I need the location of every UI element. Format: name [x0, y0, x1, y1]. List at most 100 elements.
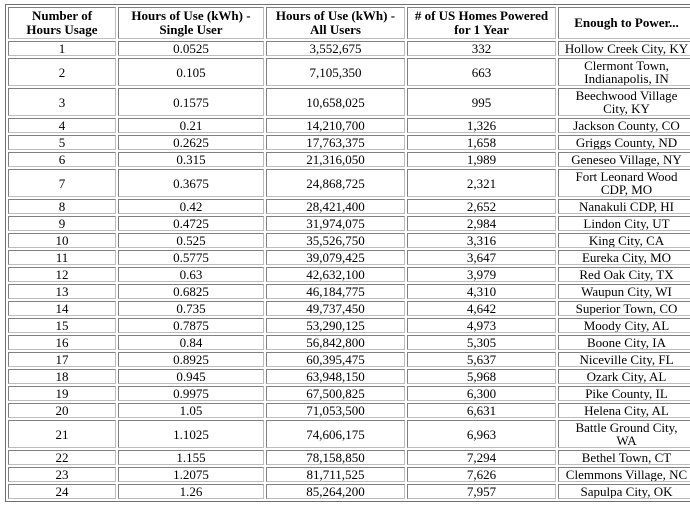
cell-all-users-kwh: 49,737,450: [266, 301, 405, 316]
cell-single-user-kwh: 0.8925: [118, 352, 264, 367]
cell-homes-powered: 2,321: [407, 169, 556, 197]
cell-enough-to-power: Helena City, AL: [558, 403, 690, 418]
cell-enough-to-power: Clemmons Village, NC: [558, 467, 690, 482]
cell-hours-usage: 6: [8, 152, 116, 167]
cell-enough-to-power: Fort Leonard Wood CDP, MO: [558, 169, 690, 197]
cell-single-user-kwh: 0.735: [118, 301, 264, 316]
cell-single-user-kwh: 0.5775: [118, 250, 264, 265]
cell-homes-powered: 1,989: [407, 152, 556, 167]
cell-single-user-kwh: 0.315: [118, 152, 264, 167]
cell-hours-usage: 24: [8, 484, 116, 499]
table-row: 13 0.6825 46,184,775 4,310 Waupun City, WI: [8, 284, 690, 299]
cell-enough-to-power: Niceville City, FL: [558, 352, 690, 367]
cell-homes-powered: 6,963: [407, 420, 556, 448]
cell-enough-to-power: Griggs County, ND: [558, 135, 690, 150]
cell-all-users-kwh: 74,606,175: [266, 420, 405, 448]
cell-enough-to-power: Hollow Creek City, KY: [558, 41, 690, 56]
cell-enough-to-power: Red Oak City, TX: [558, 267, 690, 282]
cell-all-users-kwh: 46,184,775: [266, 284, 405, 299]
cell-all-users-kwh: 17,763,375: [266, 135, 405, 150]
cell-hours-usage: 23: [8, 467, 116, 482]
cell-all-users-kwh: 42,632,100: [266, 267, 405, 282]
cell-hours-usage: 12: [8, 267, 116, 282]
cell-homes-powered: 7,957: [407, 484, 556, 499]
cell-all-users-kwh: 63,948,150: [266, 369, 405, 384]
column-header-homes-powered: # of US Homes Powered for 1 Year: [407, 7, 556, 39]
column-header-all-users-kwh: Hours of Use (kWh) - All Users: [266, 7, 405, 39]
cell-all-users-kwh: 14,210,700: [266, 118, 405, 133]
table-row: 20 1.05 71,053,500 6,631 Helena City, AL: [8, 403, 690, 418]
cell-homes-powered: 2,652: [407, 199, 556, 214]
cell-hours-usage: 21: [8, 420, 116, 448]
cell-single-user-kwh: 0.7875: [118, 318, 264, 333]
cell-single-user-kwh: 0.63: [118, 267, 264, 282]
cell-homes-powered: 3,316: [407, 233, 556, 248]
cell-hours-usage: 15: [8, 318, 116, 333]
table-row: 9 0.4725 31,974,075 2,984 Lindon City, UT: [8, 216, 690, 231]
cell-hours-usage: 19: [8, 386, 116, 401]
cell-all-users-kwh: 10,658,025: [266, 88, 405, 116]
table-row: 24 1.26 85,264,200 7,957 Sapulpa City, OK: [8, 484, 690, 499]
cell-homes-powered: 5,968: [407, 369, 556, 384]
cell-homes-powered: 995: [407, 88, 556, 116]
cell-single-user-kwh: 0.9975: [118, 386, 264, 401]
cell-enough-to-power: King City, CA: [558, 233, 690, 248]
cell-hours-usage: 9: [8, 216, 116, 231]
cell-all-users-kwh: 39,079,425: [266, 250, 405, 265]
cell-single-user-kwh: 0.1575: [118, 88, 264, 116]
cell-enough-to-power: Pike County, IL: [558, 386, 690, 401]
cell-homes-powered: 2,984: [407, 216, 556, 231]
cell-single-user-kwh: 0.21: [118, 118, 264, 133]
cell-homes-powered: 7,294: [407, 450, 556, 465]
cell-all-users-kwh: 60,395,475: [266, 352, 405, 367]
cell-all-users-kwh: 28,421,400: [266, 199, 405, 214]
cell-hours-usage: 7: [8, 169, 116, 197]
cell-enough-to-power: Beechwood Village City, KY: [558, 88, 690, 116]
cell-single-user-kwh: 0.84: [118, 335, 264, 350]
cell-single-user-kwh: 1.26: [118, 484, 264, 499]
cell-single-user-kwh: 0.3675: [118, 169, 264, 197]
cell-all-users-kwh: 71,053,500: [266, 403, 405, 418]
cell-all-users-kwh: 7,105,350: [266, 58, 405, 86]
cell-single-user-kwh: 1.1025: [118, 420, 264, 448]
cell-homes-powered: 4,642: [407, 301, 556, 316]
cell-single-user-kwh: 0.4725: [118, 216, 264, 231]
cell-single-user-kwh: 0.2625: [118, 135, 264, 150]
cell-single-user-kwh: 1.05: [118, 403, 264, 418]
table-row: 18 0.945 63,948,150 5,968 Ozark City, AL: [8, 369, 690, 384]
cell-homes-powered: 3,647: [407, 250, 556, 265]
cell-hours-usage: 20: [8, 403, 116, 418]
table-row: 23 1.2075 81,711,525 7,626 Clemmons Village,…: [8, 467, 690, 482]
table-row: 15 0.7875 53,290,125 4,973 Moody City, AL: [8, 318, 690, 333]
cell-all-users-kwh: 3,552,675: [266, 41, 405, 56]
cell-enough-to-power: Bethel Town, CT: [558, 450, 690, 465]
cell-hours-usage: 2: [8, 58, 116, 86]
table-row: 12 0.63 42,632,100 3,979 Red Oak City, TX: [8, 267, 690, 282]
cell-hours-usage: 11: [8, 250, 116, 265]
cell-homes-powered: 6,300: [407, 386, 556, 401]
cell-homes-powered: 3,979: [407, 267, 556, 282]
cell-hours-usage: 10: [8, 233, 116, 248]
table-row: 4 0.21 14,210,700 1,326 Jackson County, CO: [8, 118, 690, 133]
table-row: 2 0.105 7,105,350 663 Clermont Town, Indiana…: [8, 58, 690, 86]
cell-all-users-kwh: 85,264,200: [266, 484, 405, 499]
cell-enough-to-power: Boone City, IA: [558, 335, 690, 350]
cell-all-users-kwh: 78,158,850: [266, 450, 405, 465]
cell-enough-to-power: Sapulpa City, OK: [558, 484, 690, 499]
table-header: Number of Hours Usage Hours of Use (kWh) …: [8, 7, 690, 39]
cell-enough-to-power: Waupun City, WI: [558, 284, 690, 299]
cell-hours-usage: 8: [8, 199, 116, 214]
cell-homes-powered: 332: [407, 41, 556, 56]
table-row: 8 0.42 28,421,400 2,652 Nanakuli CDP, HI: [8, 199, 690, 214]
cell-all-users-kwh: 56,842,800: [266, 335, 405, 350]
cell-enough-to-power: Lindon City, UT: [558, 216, 690, 231]
table-row: 21 1.1025 74,606,175 6,963 Battle Ground Cit…: [8, 420, 690, 448]
cell-enough-to-power: Nanakuli CDP, HI: [558, 199, 690, 214]
table-row: 7 0.3675 24,868,725 2,321 Fort Leonard Wood …: [8, 169, 690, 197]
table-row: 3 0.1575 10,658,025 995 Beechwood Village Ci…: [8, 88, 690, 116]
cell-single-user-kwh: 0.945: [118, 369, 264, 384]
cell-all-users-kwh: 21,316,050: [266, 152, 405, 167]
cell-homes-powered: 4,310: [407, 284, 556, 299]
cell-enough-to-power: Geneseo Village, NY: [558, 152, 690, 167]
cell-enough-to-power: Superior Town, CO: [558, 301, 690, 316]
